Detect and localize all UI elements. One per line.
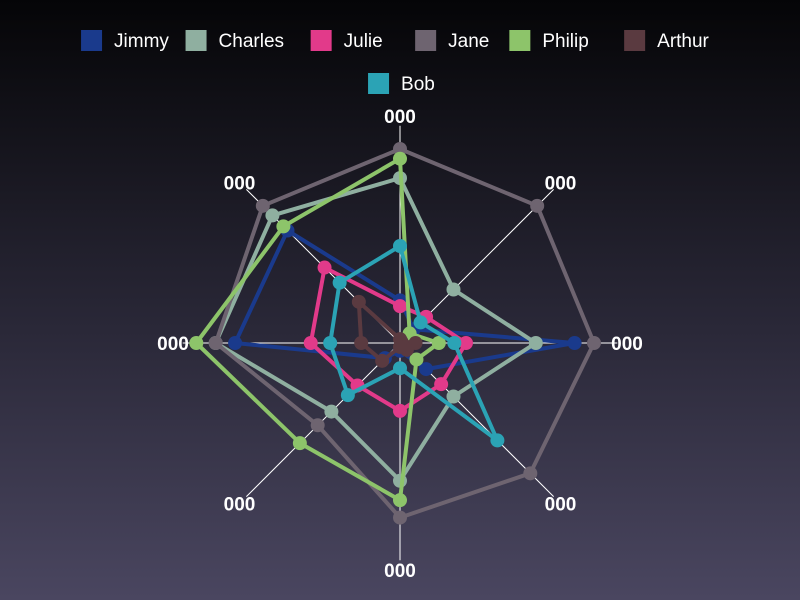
legend-item-arthur[interactable]: Arthur	[624, 30, 710, 52]
data-point[interactable]	[587, 336, 601, 350]
legend-swatch	[624, 30, 646, 51]
data-point[interactable]	[317, 260, 332, 275]
data-point[interactable]	[332, 275, 347, 290]
legend-swatch	[310, 30, 332, 51]
data-point[interactable]	[523, 466, 538, 481]
data-point[interactable]	[375, 353, 390, 368]
data-point[interactable]	[431, 336, 446, 350]
data-point[interactable]	[409, 352, 424, 367]
data-point[interactable]	[340, 388, 355, 403]
data-point[interactable]	[265, 208, 280, 223]
data-point[interactable]	[567, 336, 582, 350]
legend-item-julie[interactable]: Julie	[310, 30, 383, 52]
data-point[interactable]	[434, 377, 449, 392]
data-point[interactable]	[354, 336, 369, 350]
data-point[interactable]	[323, 336, 338, 350]
axis-spoke	[246, 342, 401, 497]
data-point[interactable]	[447, 336, 462, 350]
series-arthur	[351, 294, 423, 368]
axis-label: 000	[611, 334, 643, 355]
data-point[interactable]	[255, 198, 270, 213]
data-point[interactable]	[393, 142, 407, 156]
data-point[interactable]	[393, 239, 407, 253]
legend: Jimmy Charles Julie Jane Philip Arthur Bob	[81, 30, 710, 95]
data-point[interactable]	[276, 219, 291, 234]
axis-label: 000	[384, 561, 416, 582]
legend-label: Charles	[219, 31, 284, 52]
data-point[interactable]	[303, 336, 318, 350]
axis-label: 000	[545, 174, 577, 195]
legend-swatch	[415, 30, 437, 51]
legend-label: Philip	[542, 31, 588, 52]
data-point[interactable]	[324, 404, 339, 419]
legend-item-bob[interactable]: Bob	[368, 73, 435, 95]
data-point[interactable]	[393, 151, 407, 166]
legend-label: Jane	[448, 31, 489, 52]
legend-swatch	[185, 30, 207, 51]
data-point[interactable]	[393, 403, 407, 418]
data-point[interactable]	[393, 299, 407, 314]
axis-label: 000	[384, 107, 416, 128]
legend-label: Arthur	[657, 31, 709, 52]
data-point[interactable]	[393, 339, 407, 354]
data-point[interactable]	[208, 336, 223, 350]
data-point[interactable]	[292, 436, 307, 451]
data-point[interactable]	[419, 362, 434, 377]
legend-label: Julie	[344, 31, 383, 52]
data-point[interactable]	[310, 418, 325, 433]
axis-label: 000	[224, 174, 256, 195]
data-point[interactable]	[393, 493, 407, 508]
legend-label: Jimmy	[114, 31, 169, 52]
data-point[interactable]	[351, 294, 366, 309]
series-bob	[323, 239, 505, 448]
legend-swatch	[81, 30, 103, 51]
series-julie	[303, 260, 473, 418]
legend-swatch	[509, 30, 531, 51]
series-layer	[189, 142, 601, 525]
axis-labels: 000 000 000 000 000 000 000 000	[157, 107, 643, 582]
data-point[interactable]	[189, 336, 204, 350]
legend-item-charles[interactable]: Charles	[185, 30, 284, 52]
series-line	[194, 156, 441, 503]
axis-label: 000	[224, 494, 256, 515]
axis-label: 000	[545, 494, 577, 515]
legend-item-jimmy[interactable]: Jimmy	[81, 30, 169, 52]
data-point[interactable]	[446, 389, 461, 404]
series-jane	[208, 142, 601, 525]
data-point[interactable]	[530, 198, 545, 213]
data-point[interactable]	[446, 282, 461, 297]
legend-label: Bob	[401, 74, 435, 95]
data-point[interactable]	[413, 315, 428, 330]
legend-item-philip[interactable]: Philip	[509, 30, 589, 52]
data-point[interactable]	[393, 510, 407, 525]
legend-item-jane[interactable]: Jane	[415, 30, 489, 52]
data-point[interactable]	[458, 336, 473, 350]
series-philip	[189, 151, 446, 508]
data-point[interactable]	[528, 336, 543, 350]
data-point[interactable]	[228, 336, 243, 350]
legend-swatch	[368, 73, 390, 94]
data-point[interactable]	[490, 433, 505, 448]
data-point[interactable]	[393, 361, 407, 376]
axis-label: 000	[157, 334, 189, 355]
